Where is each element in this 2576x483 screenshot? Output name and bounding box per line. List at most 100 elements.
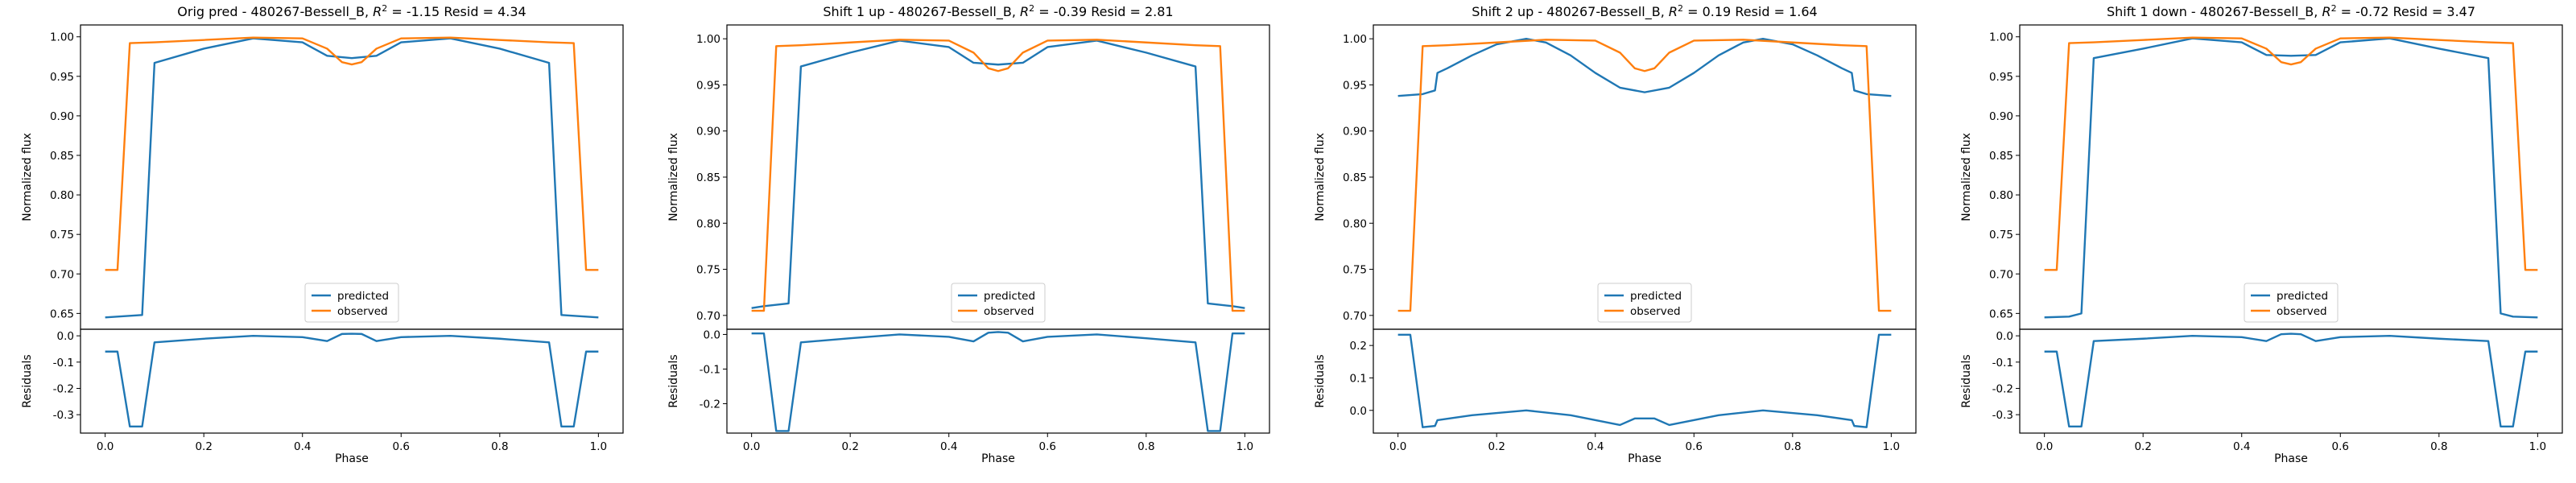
y-tick-label: 0.80 xyxy=(1989,189,2013,202)
x-axis-label: Phase xyxy=(2274,452,2308,465)
series-line-observed xyxy=(751,39,1245,312)
x-tick-label: 1.0 xyxy=(1883,440,1900,453)
x-axis-label: Phase xyxy=(335,452,369,465)
residual-line xyxy=(751,331,1245,432)
resid-tick-label: -0.2 xyxy=(53,382,74,395)
resid-axes-frame xyxy=(80,328,624,434)
x-tick-label: 0.2 xyxy=(1488,440,1505,453)
y-tick-label: 0.70 xyxy=(696,310,720,323)
resid-tick-label: -0.3 xyxy=(1992,409,2013,422)
legend-label-predicted: predicted xyxy=(337,290,389,303)
y-tick-label: 0.80 xyxy=(50,189,74,202)
x-tick-label: 0.4 xyxy=(1587,440,1604,453)
resid-axes-frame xyxy=(2019,328,2563,434)
chart-panel-4: Shift 1 down - 480267-Bessell_B, R2 = -0… xyxy=(1960,3,2563,465)
legend-frame xyxy=(951,283,1046,323)
x-tick-label: 0.0 xyxy=(1389,440,1406,453)
y-tick-label: 0.75 xyxy=(1989,229,2013,242)
y-tick-label: 0.75 xyxy=(1343,264,1367,277)
legend-frame xyxy=(304,283,399,323)
y-axis-label: Normalized flux xyxy=(667,133,680,221)
x-tick-label: 0.6 xyxy=(1039,440,1056,453)
y-tick-label: 0.70 xyxy=(1343,310,1367,323)
chart-title: Shift 2 up - 480267-Bessell_B, R2 = 0.19… xyxy=(1472,3,1817,20)
y-tick-label: 1.00 xyxy=(1343,33,1367,46)
x-tick-label: 0.6 xyxy=(1686,440,1703,453)
x-tick-label: 0.2 xyxy=(2134,440,2151,453)
y-tick-label: 0.95 xyxy=(1343,79,1367,92)
legend: predicted observed xyxy=(1597,283,1692,323)
x-axis-label: Phase xyxy=(981,452,1015,465)
y-tick-label: 1.00 xyxy=(696,33,720,46)
resid-axis-label: Residuals xyxy=(1314,354,1327,407)
series-line-observed xyxy=(1397,39,1892,312)
x-tick-label: 0.4 xyxy=(294,440,311,453)
legend: predicted observed xyxy=(304,283,399,323)
resid-axis-label: Residuals xyxy=(21,354,34,407)
legend-label-observed: observed xyxy=(984,305,1034,318)
x-tick-label: 0.2 xyxy=(841,440,858,453)
y-tick-label: 0.90 xyxy=(1343,126,1367,138)
x-tick-label: 0.4 xyxy=(2233,440,2250,453)
x-tick-label: 0.4 xyxy=(940,440,957,453)
y-tick-label: 0.85 xyxy=(1989,150,2013,163)
y-tick-label: 0.90 xyxy=(50,110,74,123)
y-tick-label: 0.80 xyxy=(696,217,720,230)
x-tick-label: 1.0 xyxy=(2529,440,2546,453)
resid-tick-label: 0.0 xyxy=(1350,405,1367,418)
legend-label-predicted: predicted xyxy=(1630,290,1682,303)
legend-label-observed: observed xyxy=(337,305,388,318)
series-line-predicted xyxy=(1397,37,1892,97)
x-tick-label: 0.6 xyxy=(393,440,410,453)
x-tick-label: 0.8 xyxy=(1784,440,1801,453)
chart-panel-3: Shift 2 up - 480267-Bessell_B, R2 = 0.19… xyxy=(1314,3,1917,465)
x-tick-label: 0.0 xyxy=(743,440,760,453)
resid-tick-label: -0.1 xyxy=(1992,357,2013,369)
legend: predicted observed xyxy=(951,283,1046,323)
x-tick-label: 0.8 xyxy=(491,440,508,453)
x-tick-label: 1.0 xyxy=(1236,440,1253,453)
resid-tick-label: -0.1 xyxy=(700,363,720,376)
y-tick-label: 0.85 xyxy=(50,150,74,163)
series-line-predicted xyxy=(2044,37,2538,319)
legend-frame xyxy=(2244,283,2339,323)
chart-title: Orig pred - 480267-Bessell_B, R2 = -1.15… xyxy=(177,3,526,20)
legend-label-predicted: predicted xyxy=(2277,290,2328,303)
x-tick-label: 0.0 xyxy=(97,440,114,453)
legend-label-predicted: predicted xyxy=(984,290,1035,303)
y-tick-label: 0.70 xyxy=(1989,268,2013,281)
x-tick-label: 1.0 xyxy=(590,440,607,453)
resid-axes-frame xyxy=(1373,328,1917,434)
y-tick-label: 1.00 xyxy=(50,31,74,44)
y-tick-label: 0.95 xyxy=(696,79,720,92)
y-tick-label: 0.90 xyxy=(696,126,720,138)
y-tick-label: 0.80 xyxy=(1343,217,1367,230)
resid-tick-label: -0.2 xyxy=(700,398,720,411)
x-tick-label: 0.8 xyxy=(1137,440,1154,453)
y-tick-label: 0.70 xyxy=(50,268,74,281)
y-tick-label: 0.95 xyxy=(1989,71,2013,84)
y-tick-label: 0.65 xyxy=(50,308,74,320)
resid-axes-frame xyxy=(726,328,1270,434)
resid-axis-label: Residuals xyxy=(1960,354,1973,407)
chart-panel-1: Orig pred - 480267-Bessell_B, R2 = -1.15… xyxy=(21,3,624,465)
chart-panel-2: Shift 1 up - 480267-Bessell_B, R2 = -0.3… xyxy=(667,3,1270,465)
y-tick-label: 0.85 xyxy=(696,171,720,184)
residual-line xyxy=(2044,332,2538,428)
y-axis-label: Normalized flux xyxy=(1314,133,1327,221)
series-line-predicted xyxy=(105,37,599,319)
y-tick-label: 0.75 xyxy=(696,264,720,277)
legend-frame xyxy=(1597,283,1692,323)
resid-tick-label: 0.1 xyxy=(1350,372,1367,385)
y-axis-label: Normalized flux xyxy=(21,133,34,221)
resid-tick-label: -0.1 xyxy=(53,357,74,369)
y-tick-label: 0.65 xyxy=(1989,308,2013,320)
legend-label-observed: observed xyxy=(1630,305,1681,318)
resid-tick-label: 0.0 xyxy=(704,328,720,341)
y-axis-label: Normalized flux xyxy=(1960,133,1973,221)
resid-axis-label: Residuals xyxy=(667,354,680,407)
x-tick-label: 0.2 xyxy=(195,440,212,453)
chart-title: Shift 1 up - 480267-Bessell_B, R2 = -0.3… xyxy=(823,3,1173,20)
residual-line xyxy=(105,332,599,428)
